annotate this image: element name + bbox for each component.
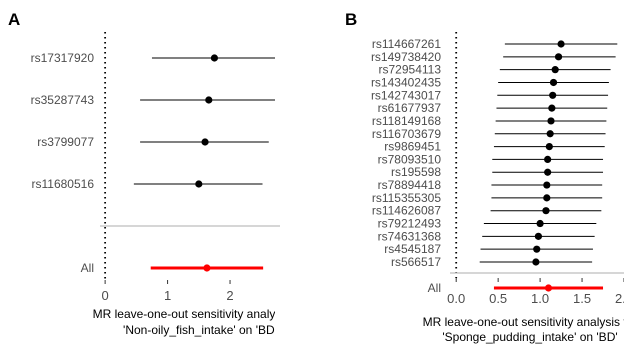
estimate-point	[532, 258, 540, 266]
estimate-point	[205, 96, 213, 104]
row-label: rs115355305	[372, 191, 441, 205]
x-axis-title-line: 'Sponge_pudding_intake' on 'BD'	[442, 330, 617, 344]
x-tick-label: 1	[164, 288, 171, 303]
estimate-point	[542, 207, 550, 215]
estimate-point	[549, 91, 557, 99]
row-label: rs35287743	[31, 93, 95, 107]
estimate-point	[536, 219, 544, 228]
estimate-point	[548, 104, 556, 112]
estimate-point	[534, 232, 543, 240]
row-label: rs79212493	[378, 217, 442, 231]
estimate-point	[195, 180, 203, 188]
row-label: rs195598	[391, 165, 441, 179]
estimate-point	[533, 245, 541, 253]
row-label: rs74631368	[378, 229, 442, 243]
x-tick-label: 2	[226, 288, 233, 303]
x-axis-title-line: 'Non-oily_fish_intake' on 'BD'	[123, 323, 277, 337]
estimate-point	[554, 53, 563, 61]
row-label: rs116703679	[372, 127, 441, 141]
row-label: rs114626087	[372, 204, 441, 218]
row-label: rs114667261	[372, 37, 441, 51]
x-tick-label: 0	[102, 288, 109, 303]
row-label: rs142743017	[371, 88, 441, 102]
row-label: rs78894418	[378, 178, 442, 192]
estimate-point	[557, 40, 565, 48]
estimate-point	[543, 194, 551, 202]
row-label: rs149738420	[371, 50, 441, 64]
row-label: rs11680516	[32, 177, 95, 191]
row-label: rs61677937	[378, 101, 442, 115]
x-tick-label: 0.5	[489, 291, 507, 306]
row-label: rs3799077	[37, 135, 94, 149]
estimate-point	[544, 168, 552, 176]
row-label: rs72954113	[379, 63, 442, 77]
row-label: rs143402435	[371, 75, 441, 89]
row-label: rs78093510	[378, 152, 442, 166]
overall-point	[203, 264, 211, 272]
x-axis-title: MR leave-one-out sensitivity analysis fo…	[93, 307, 308, 337]
x-tick-label: 0.0	[447, 291, 465, 306]
estimate-point	[210, 54, 219, 62]
overall-label: All	[81, 261, 94, 275]
row-label: rs118149168	[372, 114, 441, 128]
row-label: rs17317920	[31, 51, 95, 65]
x-tick-label: 1.5	[573, 291, 591, 306]
estimate-point	[545, 142, 553, 151]
overall-label: All	[428, 281, 441, 295]
x-axis-title-line: MR leave-one-out sensitivity analysis fo…	[423, 315, 624, 329]
estimate-point	[201, 138, 209, 146]
panel-letter: A	[8, 10, 20, 29]
row-label: rs9869451	[384, 140, 441, 154]
estimate-point	[543, 181, 551, 189]
estimate-point	[547, 117, 555, 125]
estimate-point	[546, 130, 554, 138]
estimate-point	[549, 78, 558, 87]
x-tick-label: 1.0	[531, 291, 549, 306]
estimate-point	[544, 155, 552, 164]
row-label: rs4545187	[384, 242, 441, 256]
panel-b: Brs114667261rs149738420rs72954113rs14340…	[345, 10, 624, 344]
panel-letter: B	[345, 10, 357, 29]
x-axis-title: MR leave-one-out sensitivity analysis fo…	[423, 315, 624, 344]
estimate-point	[551, 66, 559, 74]
row-label: rs566517	[391, 255, 441, 269]
x-tick-label: 2.0	[615, 291, 624, 306]
overall-point	[544, 284, 553, 292]
x-axis-title-line: MR leave-one-out sensitivity analysis fo…	[93, 307, 308, 321]
